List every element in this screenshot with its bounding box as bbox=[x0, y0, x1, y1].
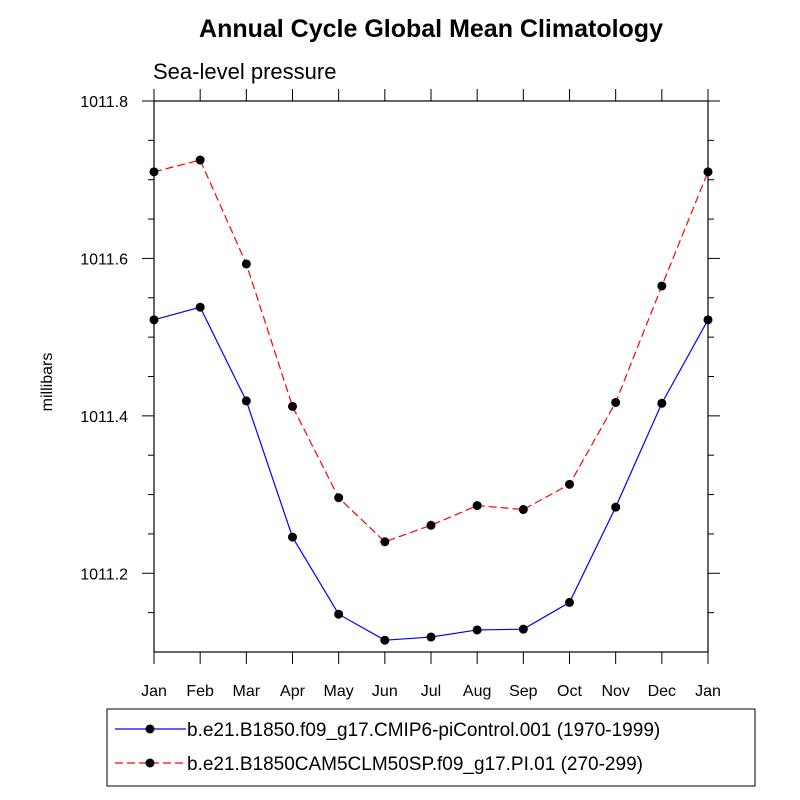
legend-label-2: b.e21.B1850CAM5CLM50SP.f09_g17.PI.01 (27… bbox=[187, 754, 643, 775]
legend-marker-1 bbox=[145, 724, 155, 734]
x-tick-label: Sep bbox=[509, 683, 538, 700]
series-2-point bbox=[288, 401, 297, 411]
series-1-point bbox=[288, 532, 297, 542]
series-1-point bbox=[611, 502, 621, 512]
y-tick-label: 1011.8 bbox=[80, 94, 128, 111]
series-1-point bbox=[241, 396, 251, 406]
x-tick-label: Apr bbox=[280, 683, 306, 700]
legend-entry-2: b.e21.B1850CAM5CLM50SP.f09_g17.PI.01 (27… bbox=[115, 754, 643, 775]
x-tick-label: Oct bbox=[557, 683, 582, 700]
y-axis-label: millibars bbox=[39, 353, 56, 412]
series-2-point bbox=[241, 259, 251, 269]
legend-label-1: b.e21.B1850.f09_g17.CMIP6-piControl.001 … bbox=[187, 720, 660, 741]
series-1-line bbox=[153, 306, 709, 641]
x-axis: Jan Feb Mar Apr May Jun Jul Aug Sep Oct Nov Dec Jan bbox=[141, 89, 721, 700]
x-tick-label: Jun bbox=[372, 683, 398, 700]
legend: b.e21.B1850.f09_g17.CMIP6-piControl.001 … bbox=[106, 708, 756, 787]
series-2-line bbox=[153, 159, 709, 543]
series-1-point bbox=[472, 625, 482, 635]
x-tick-label: Jan bbox=[695, 683, 721, 700]
y-tick-label: 1011.2 bbox=[80, 566, 128, 583]
series-1-point bbox=[518, 624, 528, 634]
x-tick-label: Mar bbox=[233, 683, 261, 700]
series-2-point bbox=[472, 501, 482, 511]
series-2-point bbox=[611, 397, 621, 407]
series-1-point bbox=[334, 609, 344, 619]
x-tick-label: Dec bbox=[648, 683, 676, 700]
plot-series bbox=[149, 155, 713, 645]
series-2-point bbox=[657, 281, 667, 291]
series-2-point bbox=[518, 505, 528, 515]
plot-frame bbox=[153, 100, 709, 653]
x-tick-label: Jul bbox=[421, 683, 441, 700]
legend-marker-2 bbox=[145, 758, 155, 768]
series-1-point bbox=[657, 398, 667, 408]
x-tick-label: Jan bbox=[141, 683, 167, 700]
y-tick-label: 1011.6 bbox=[80, 251, 128, 268]
series-2-point bbox=[195, 155, 205, 165]
series-1 bbox=[149, 302, 713, 645]
chart-title: Annual Cycle Global Mean Climatology bbox=[199, 15, 663, 43]
series-2-point bbox=[426, 520, 436, 530]
y-tick-label: 1011.4 bbox=[80, 409, 128, 426]
x-tick-label: Nov bbox=[601, 683, 629, 700]
y-axis: 1011.2 1011.4 1011.6 1011.8 bbox=[80, 94, 720, 614]
series-1-point bbox=[426, 632, 436, 642]
x-tick-label: Feb bbox=[186, 683, 214, 700]
legend-box bbox=[106, 708, 756, 787]
series-2-point bbox=[380, 537, 390, 547]
x-tick-label: Aug bbox=[463, 683, 491, 700]
series-2-point bbox=[334, 493, 344, 503]
series-1-point bbox=[380, 635, 390, 645]
series-2 bbox=[149, 155, 713, 547]
chart-subtitle: Sea-level pressure bbox=[153, 59, 336, 84]
series-1-point bbox=[565, 597, 574, 607]
series-1-point bbox=[195, 302, 205, 312]
series-2-point bbox=[565, 479, 574, 489]
x-tick-label: May bbox=[324, 683, 354, 700]
legend-entry-1: b.e21.B1850.f09_g17.CMIP6-piControl.001 … bbox=[115, 720, 660, 741]
